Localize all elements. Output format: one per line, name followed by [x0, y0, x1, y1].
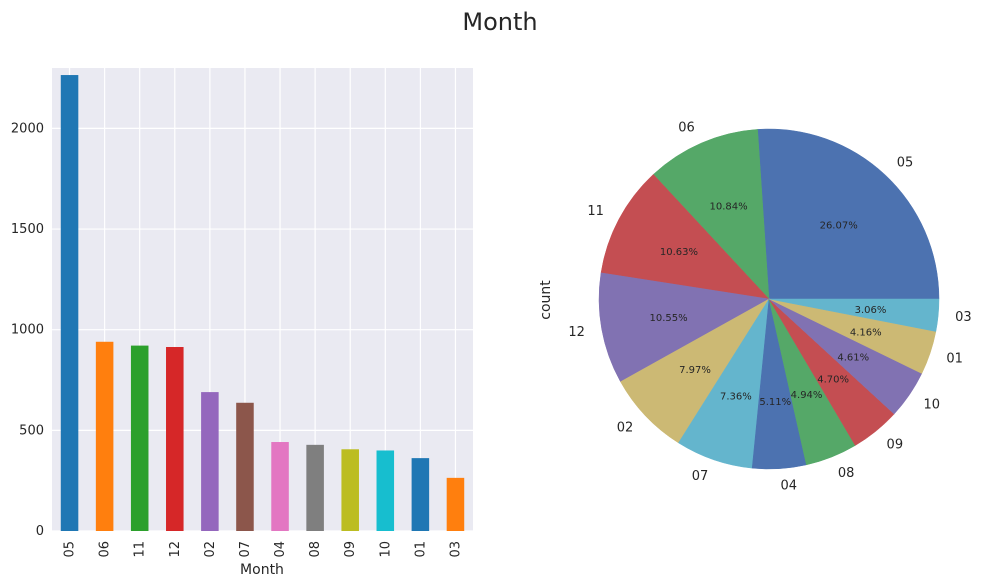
pie-label: 02: [617, 421, 634, 436]
pie-y-axis-label: count: [538, 280, 554, 320]
bar-03: [446, 477, 465, 531]
bar-x-tick-label: 02: [203, 541, 218, 558]
pie-label: 09: [887, 437, 904, 452]
bar-x-tick-label: 05: [63, 541, 78, 558]
pie-slice-03: [768, 298, 940, 332]
bar-x-tick-label: 11: [133, 541, 148, 558]
pie-percent-label: 7.36%: [720, 391, 752, 402]
pie-label: 05: [897, 155, 914, 170]
pie-slice-06: [652, 129, 770, 300]
bar-x-ticks: 05 06 11 12 02 07 04 08 09 10 01 03: [63, 541, 464, 558]
bar-x-tick-label: 10: [378, 541, 393, 558]
bar-y-tick-label: 2000: [11, 121, 44, 136]
bar-bars: [60, 75, 465, 531]
bar-06: [95, 341, 114, 531]
pie-percent-label: 4.94%: [791, 390, 823, 401]
pie-percent-label: 4.16%: [850, 327, 882, 338]
bar-y-tick-label: 1000: [11, 323, 44, 338]
pie-label: 10: [923, 397, 940, 412]
bar-x-tick-label: 12: [168, 541, 183, 558]
bar-x-tick-label: 01: [413, 541, 428, 558]
figure-title: Month: [462, 8, 537, 36]
bar-y-tick-label: 500: [19, 423, 44, 438]
pie-label: 06: [678, 120, 695, 135]
pie-slices: [598, 128, 940, 470]
bar-y-ticks: 0 500 1000 1500 2000: [11, 121, 44, 539]
bar-x-tick-label: 06: [98, 541, 113, 558]
bar-y-tick-label: 1500: [11, 222, 44, 237]
pie-percent-label: 3.06%: [855, 305, 887, 316]
pie-label: 03: [955, 310, 972, 325]
pie-labels: 05 06 11 12 02 07 04 08 09 10 01 03: [568, 120, 971, 493]
pie-slice-05: [757, 128, 940, 300]
pie-label: 08: [838, 466, 855, 481]
pie-percent-label: 4.70%: [817, 374, 849, 385]
pie-percent-label: 10.63%: [660, 247, 698, 258]
bar-11: [130, 345, 149, 531]
bar-05: [60, 75, 79, 531]
pie-label: 04: [780, 479, 797, 494]
pie-label: 12: [568, 325, 585, 340]
bar-01: [411, 458, 430, 531]
pie-percent-labels: 26.07%10.84%10.63%10.55%7.97%7.36% 5.11%4…: [650, 201, 887, 407]
pie-percent-label: 4.61%: [837, 352, 869, 363]
bar-plot-area: [52, 68, 473, 531]
pie-slice-12: [598, 272, 770, 383]
pie-percent-label: 10.55%: [650, 313, 688, 324]
bar-07: [236, 402, 254, 531]
pie-percent-label: 26.07%: [820, 220, 858, 231]
pie-percent-label: 7.97%: [679, 365, 711, 376]
bar-09: [341, 449, 359, 531]
bar-x-tick-label: 03: [448, 541, 463, 558]
pie-percent-label: 5.11%: [759, 397, 791, 408]
pie-chart: 05 06 11 12 02 07 04 08 09 10 01 03 26.07% 10.84% 10.…: [538, 120, 972, 493]
bar-x-tick-label: 04: [273, 541, 288, 558]
bar-x-tick-label: 09: [343, 541, 358, 558]
bar-12: [166, 347, 184, 531]
bar-y-tick-label: 0: [36, 524, 44, 539]
bar-x-tick-label: 07: [238, 541, 253, 558]
pie-label: 11: [587, 204, 604, 219]
bar-10: [376, 450, 395, 531]
bar-x-tick-label: 08: [308, 541, 323, 558]
bar-08: [306, 444, 324, 531]
bar-04: [271, 442, 289, 531]
pie-label: 01: [946, 351, 963, 366]
pie-percent-label: 10.84%: [709, 201, 747, 212]
bar-02: [201, 392, 219, 531]
bar-x-axis-label: Month: [240, 562, 284, 578]
pie-label: 07: [692, 469, 709, 484]
pie-slice-11: [600, 174, 770, 300]
